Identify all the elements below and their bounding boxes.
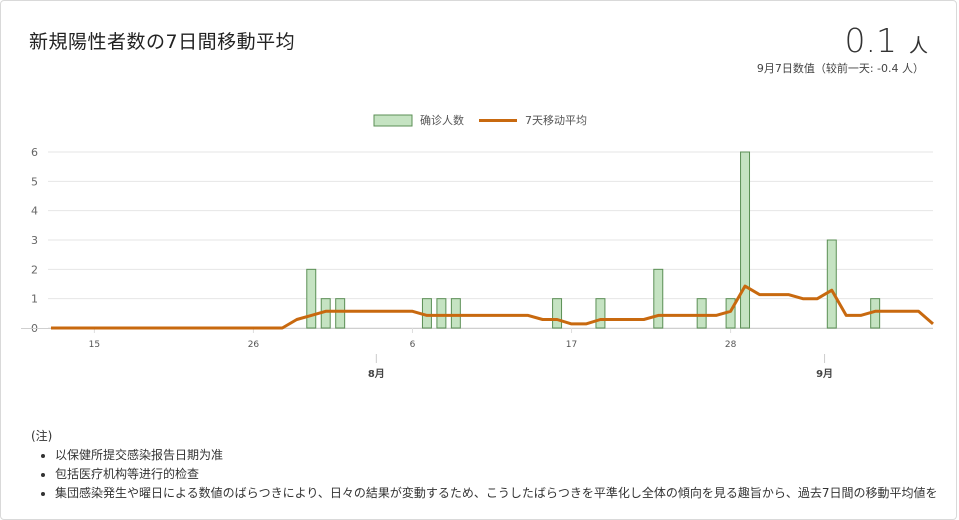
x-tick-label: 6 — [410, 340, 416, 350]
bar — [595, 298, 606, 329]
note-item: 集団感染発生や曜日による数値のばらつきにより、日々の結果が変動するため、こうした… — [55, 485, 938, 501]
notes-list: 以保健所提交感染报告日期为准 包括医疗机构等进行的检查 集団感染発生や曜日による… — [31, 447, 938, 501]
bar — [826, 239, 837, 329]
bar — [335, 298, 346, 329]
y-tick-label: 6 — [31, 146, 38, 159]
y-tick-label: 3 — [31, 234, 38, 247]
bar-series — [306, 151, 881, 329]
bar — [740, 151, 751, 329]
notes: (注) 以保健所提交感染报告日期为准 包括医疗机构等进行的检查 集団感染発生や曜… — [31, 427, 938, 504]
bar — [436, 298, 447, 329]
current-value-unit: 人 — [908, 35, 928, 57]
x-axis: 15 26 6 17 28 8月 9月 — [21, 328, 933, 380]
legend-label-line: 7天移动平均 — [525, 114, 587, 127]
y-tick-label: 5 — [31, 175, 38, 188]
bar — [696, 298, 707, 329]
current-value-number: 0.1 — [844, 21, 897, 60]
chart-title: 新規陽性者数の7日間移動平均 — [29, 31, 296, 53]
month-label: 9月 — [816, 368, 833, 380]
x-tick-label: 15 — [89, 340, 100, 350]
chart-grid — [48, 151, 933, 329]
bar — [552, 298, 563, 329]
current-value: 0.1 人 — [845, 21, 929, 60]
note-item: 包括医疗机构等进行的检查 — [55, 466, 938, 482]
bar — [306, 268, 317, 329]
y-tick-label: 2 — [31, 263, 38, 276]
notes-header: (注) — [31, 429, 53, 443]
note-item: 以保健所提交感染报告日期为准 — [55, 447, 938, 463]
moving-average-line — [51, 284, 934, 330]
legend-swatch-bar — [373, 114, 413, 127]
current-value-subtitle: 9月7日数值（较前一天: -0.4 人） — [756, 62, 924, 75]
month-label: 8月 — [368, 368, 385, 380]
line-series — [51, 284, 934, 330]
y-tick-label: 1 — [31, 293, 38, 306]
chart-legend: 确诊人数 7天移动平均 — [373, 113, 587, 127]
bar — [450, 298, 461, 329]
x-tick-label: 17 — [566, 340, 577, 350]
y-tick-label: 4 — [31, 205, 38, 218]
legend-label-bar: 确诊人数 — [420, 113, 464, 127]
x-tick-label: 26 — [248, 340, 260, 350]
bar — [653, 268, 664, 329]
x-tick-label: 28 — [725, 340, 737, 350]
